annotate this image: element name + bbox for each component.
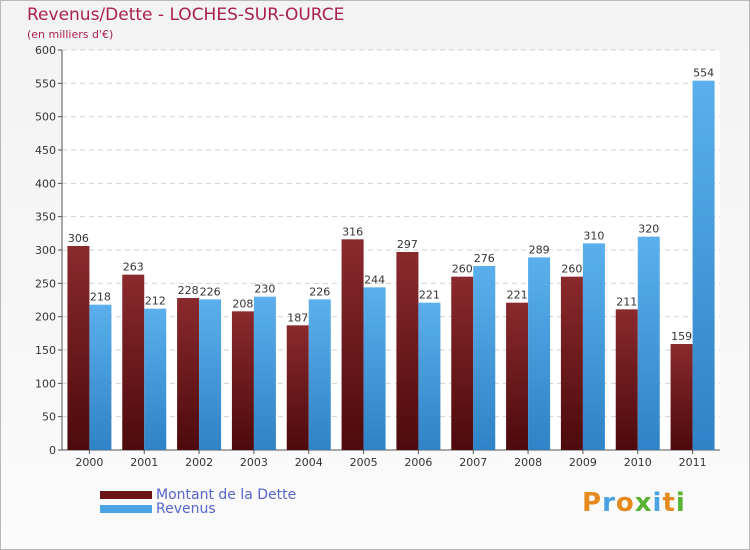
chart-subtitle: (en milliers d'€)	[27, 28, 114, 41]
data-label: 221	[419, 289, 440, 302]
x-tick-label: 2001	[130, 456, 158, 469]
revenus-bar	[144, 308, 167, 450]
x-tick-label: 2009	[569, 456, 597, 469]
revenus-bar	[308, 299, 331, 450]
debt-bar	[286, 325, 309, 450]
chart-title: Revenus/Dette - LOCHES-SUR-OURCE	[27, 5, 345, 25]
debt-bar	[451, 276, 474, 450]
y-tick-label: 100	[35, 377, 56, 390]
data-label: 187	[287, 311, 308, 324]
data-label: 211	[616, 295, 637, 308]
legend-swatch-debt	[100, 491, 152, 499]
data-label: 297	[397, 238, 418, 251]
x-tick-label: 2004	[295, 456, 323, 469]
revenus-bar	[582, 243, 605, 450]
data-label: 244	[364, 273, 385, 286]
x-tick-label: 2006	[404, 456, 432, 469]
y-tick-label: 500	[35, 111, 56, 124]
y-tick-label: 400	[35, 177, 56, 190]
grid-layer	[58, 49, 720, 454]
data-label: 208	[232, 297, 253, 310]
revenus-bar	[418, 302, 441, 450]
y-tick-label: 0	[49, 444, 56, 457]
logo-letter: P	[582, 488, 603, 518]
data-label: 554	[693, 67, 714, 80]
y-tick-label: 300	[35, 244, 56, 257]
data-label: 316	[342, 225, 363, 238]
debt-bar	[177, 298, 200, 450]
revenus-bar	[528, 257, 551, 450]
data-label: 212	[145, 295, 166, 308]
x-tick-label: 2007	[459, 456, 487, 469]
data-label: 260	[452, 263, 473, 276]
logo-letter: o	[615, 488, 635, 518]
debt-bar	[615, 309, 638, 450]
logo-letter: x	[634, 488, 653, 518]
y-tick-label: 350	[35, 211, 56, 224]
data-label: 159	[671, 330, 692, 343]
data-label: 263	[123, 261, 144, 274]
data-label: 276	[474, 252, 495, 265]
legend-label-revenus: Revenus	[156, 501, 216, 517]
legend-label-debt: Montant de la Dette	[156, 487, 297, 503]
proxiti-logo: Proxiti	[582, 488, 686, 518]
legend-item-debt: Montant de la Dette	[100, 487, 296, 503]
data-label: 226	[309, 285, 330, 298]
legend-swatch-revenus	[100, 505, 152, 513]
y-tick-label: 450	[35, 144, 56, 157]
logo-letter: i	[652, 488, 663, 518]
data-label: 306	[68, 232, 89, 245]
bars-layer	[67, 80, 715, 451]
revenus-bar	[253, 296, 276, 450]
debt-bar	[560, 276, 583, 450]
data-label: 218	[90, 291, 111, 304]
y-tick-label: 550	[35, 77, 56, 90]
debt-bar	[122, 274, 145, 450]
x-tick-label: 2005	[350, 456, 378, 469]
data-label: 226	[200, 285, 221, 298]
revenus-bar	[89, 304, 112, 450]
data-label: 221	[507, 289, 528, 302]
logo-letter: r	[602, 488, 616, 518]
revenus-bar	[692, 80, 715, 451]
x-tick-label: 2000	[75, 456, 103, 469]
y-tick-label: 150	[35, 344, 56, 357]
data-label: 310	[583, 229, 604, 242]
y-tick-label: 250	[35, 277, 56, 290]
y-tick-label: 600	[35, 44, 56, 57]
x-tick-label: 2010	[624, 456, 652, 469]
logo-letter: i	[675, 488, 686, 518]
x-tick-label: 2008	[514, 456, 542, 469]
revenus-bar	[199, 299, 222, 450]
debt-bar	[670, 344, 693, 450]
data-label: 260	[561, 263, 582, 276]
debt-bar	[67, 246, 90, 450]
revenus-bar	[637, 236, 660, 450]
revenus-bar	[473, 266, 496, 450]
debt-bar	[506, 302, 529, 450]
y-tick-label: 50	[42, 411, 56, 424]
x-tick-label: 2003	[240, 456, 268, 469]
x-tick-label: 2002	[185, 456, 213, 469]
data-label: 230	[254, 283, 275, 296]
labels-layer: 0 50 100 150 200 250 300 350 400 450 500 550 600 2000…	[35, 44, 714, 469]
debt-bar	[396, 252, 419, 450]
x-tick-label: 2011	[679, 456, 707, 469]
logo-letter: t	[662, 488, 676, 518]
data-label: 228	[178, 284, 199, 297]
y-tick-label: 200	[35, 311, 56, 324]
data-label: 289	[529, 243, 550, 256]
data-label: 320	[638, 223, 659, 236]
legend-item-revenus: Revenus	[100, 501, 216, 517]
debt-bar	[341, 239, 364, 450]
revenus-bar	[363, 287, 386, 450]
debt-bar	[231, 311, 254, 450]
